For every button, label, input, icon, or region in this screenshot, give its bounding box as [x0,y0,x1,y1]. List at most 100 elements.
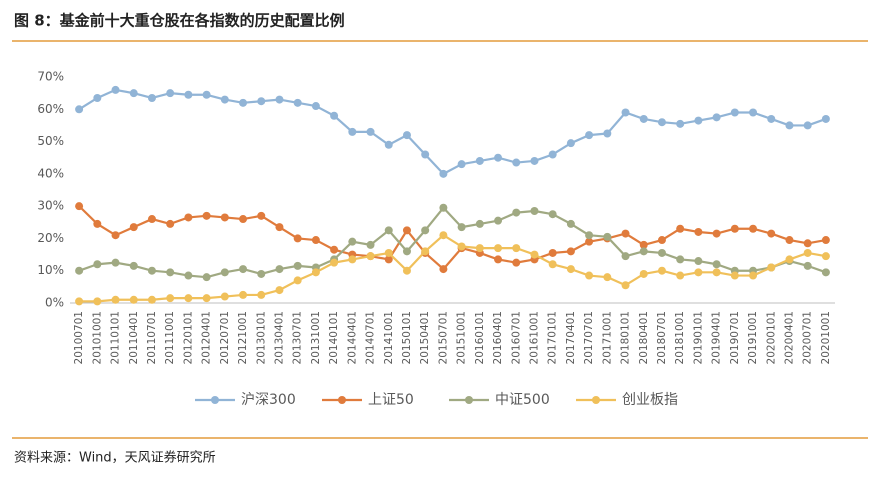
data-point [202,294,211,303]
data-point [166,294,175,303]
series-line [79,234,827,303]
data-point [694,268,703,277]
data-point [366,252,375,261]
data-point [293,98,302,107]
data-point [803,121,812,130]
data-point [749,224,758,233]
x-tick-label: 20120401 [201,311,213,364]
data-point [311,236,320,245]
data-point [129,295,138,304]
data-point [330,245,339,254]
data-point [257,211,266,220]
x-tick-label: 20151001 [456,311,468,364]
data-point [767,114,776,123]
data-point [75,297,84,306]
y-tick-label: 40% [37,166,64,180]
data-point [93,260,102,269]
data-point [712,113,721,122]
data-point [348,255,357,264]
data-point [694,116,703,125]
data-point [184,213,193,222]
x-tick-label: 20130101 [255,311,267,364]
data-point [512,258,521,267]
data-point [566,265,575,274]
data-point [457,223,466,232]
legend-marker [211,396,219,404]
data-point [585,131,594,140]
x-tick-label: 20180101 [620,311,632,364]
data-point [657,266,666,275]
data-point [548,150,557,159]
data-point [75,202,84,211]
data-point [402,226,411,235]
x-tick-label: 20200401 [783,311,795,364]
data-point [676,224,685,233]
data-point [621,229,630,238]
data-point [457,242,466,251]
data-point [202,90,211,99]
data-point [494,216,503,225]
data-point [639,269,648,278]
data-point [111,258,120,267]
data-point [512,208,521,217]
data-point [657,236,666,245]
data-point [220,292,229,301]
data-point [603,129,612,138]
data-point [384,140,393,149]
data-point [366,127,375,136]
data-point [548,248,557,257]
data-point [257,269,266,278]
data-point [147,93,156,102]
data-point [147,295,156,304]
x-tick-label: 20150401 [419,311,431,364]
data-point [712,260,721,269]
data-point [585,271,594,280]
data-point [220,213,229,222]
data-point [785,236,794,245]
x-tick-label: 20140401 [346,311,358,364]
data-point [694,227,703,236]
data-point [530,206,539,215]
x-tick-label: 20171001 [601,311,613,364]
data-point [257,290,266,299]
legend-label: 上证50 [368,392,414,408]
data-point [311,102,320,111]
data-point [275,265,284,274]
data-point [129,223,138,232]
data-point [803,248,812,257]
data-point [166,89,175,98]
data-point [293,276,302,285]
data-point [166,268,175,277]
legend-label: 创业板指 [622,392,678,408]
data-point [239,290,248,299]
x-tick-label: 20140101 [328,311,340,364]
x-tick-label: 20140701 [365,311,377,364]
data-point [439,203,448,212]
data-point [821,236,830,245]
data-point [402,247,411,256]
x-tick-label: 20150701 [437,311,449,364]
data-point [111,295,120,304]
data-point [293,234,302,243]
data-point [439,231,448,240]
data-point [676,255,685,264]
data-point [657,248,666,257]
data-point [749,271,758,280]
data-point [621,252,630,261]
data-point [676,119,685,128]
y-tick-label: 50% [37,134,64,148]
data-point [348,127,357,136]
data-point [111,231,120,240]
source-note: 资料来源：Wind，天风证券研究所 [14,450,216,466]
data-point [639,114,648,123]
data-point [767,229,776,238]
chart-title: 图 8：基金前十大重仓股在各指数的历史配置比例 [14,12,345,30]
data-point [348,237,357,246]
x-tick-label: 20180401 [638,311,650,364]
data-point [457,160,466,169]
x-tick-label: 20170101 [547,311,559,364]
data-point [93,219,102,228]
x-tick-label: 20150101 [401,311,413,364]
legend-marker [338,396,346,404]
x-tick-label: 20160101 [474,311,486,364]
